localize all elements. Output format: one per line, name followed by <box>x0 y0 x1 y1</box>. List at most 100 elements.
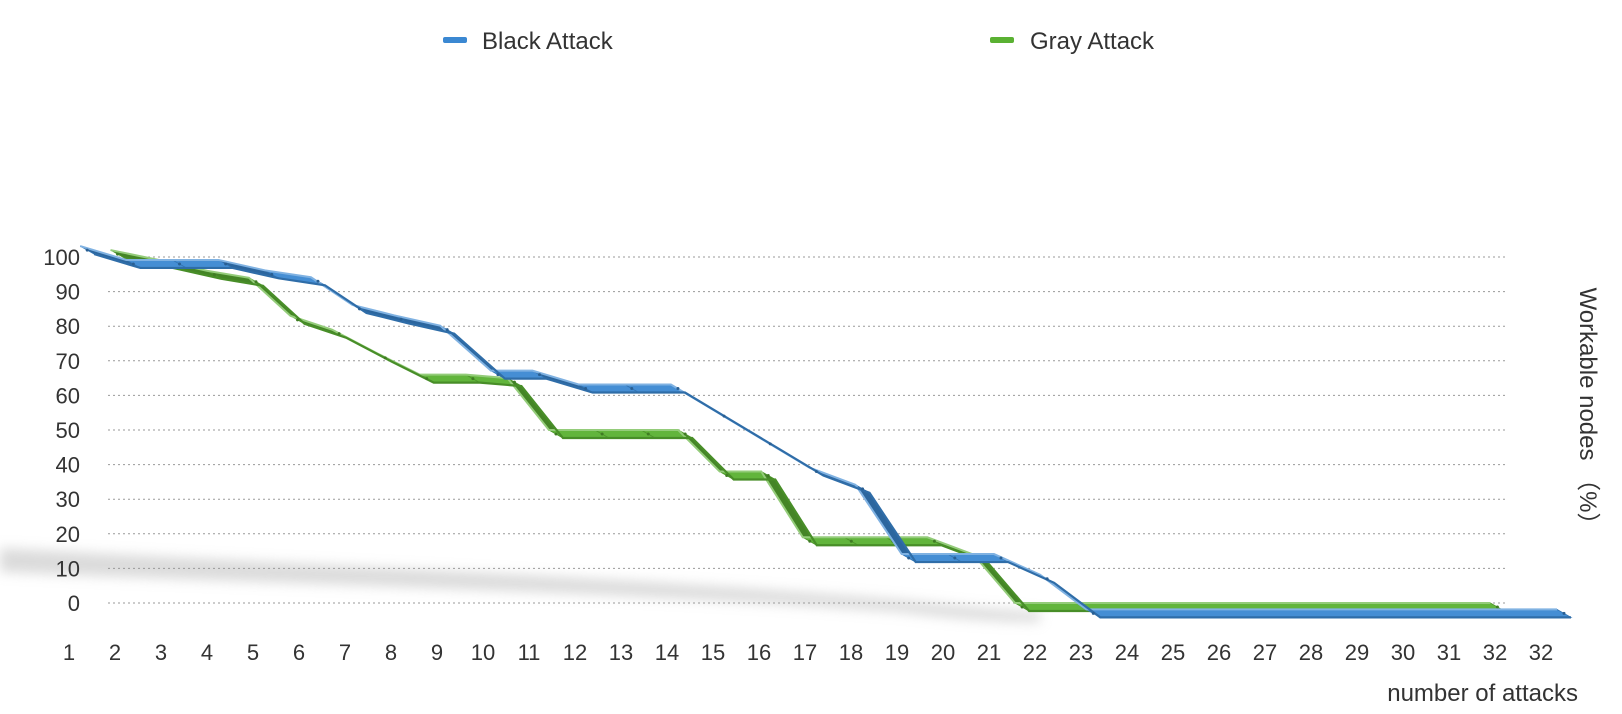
series-layer <box>79 245 1573 619</box>
x-tick-label: 11 <box>518 640 541 665</box>
y-tick-label: 70 <box>56 349 80 374</box>
data-point <box>537 373 541 377</box>
floor-shadow <box>0 548 1040 622</box>
x-tick-label: 4 <box>201 640 213 665</box>
data-point <box>683 432 687 436</box>
x-tick-label: 32 <box>1483 640 1507 665</box>
legend-swatch-black-attack <box>443 37 467 43</box>
x-tick-label: 23 <box>1069 640 1093 665</box>
x-tick-label: 27 <box>1253 640 1277 665</box>
data-point <box>808 539 812 543</box>
y-axis-ticks: 0 10 20 30 40 50 60 70 80 90 100 <box>43 245 80 616</box>
data-point <box>254 280 258 284</box>
data-point <box>471 377 475 381</box>
data-point <box>953 556 957 560</box>
legend: Black Attack Gray Attack <box>443 28 1155 55</box>
x-tick-label: 12 <box>563 640 587 665</box>
series-black-attack <box>79 245 1573 619</box>
x-axis-ticks: 1 2 3 4 5 6 7 8 9 10 11 12 13 14 15 16 17 18 19 20 21 22 23 24 2… <box>63 640 1553 665</box>
data-point <box>296 318 300 322</box>
data-point <box>814 470 818 474</box>
x-tick-label: 10 <box>471 640 495 665</box>
data-point <box>584 387 588 390</box>
series-line <box>124 257 1505 613</box>
series-segment <box>1084 609 1573 618</box>
series-edge <box>110 249 1491 604</box>
x-tick-label: 15 <box>701 640 725 665</box>
x-tick-label: 28 <box>1299 640 1323 665</box>
data-point <box>357 307 361 311</box>
x-tick-label: 22 <box>1023 640 1047 665</box>
data-point <box>725 474 729 478</box>
data-point <box>849 539 853 543</box>
data-point <box>116 252 120 256</box>
x-tick-label: 29 <box>1345 640 1369 665</box>
x-tick-label: 9 <box>431 640 443 665</box>
y-tick-label: 100 <box>43 245 80 270</box>
data-point <box>766 474 770 478</box>
data-point <box>316 279 320 283</box>
x-tick-label: 26 <box>1207 640 1231 665</box>
x-tick-label: 7 <box>339 640 351 665</box>
data-point <box>600 432 604 436</box>
x-tick-label: 32 <box>1529 640 1553 665</box>
legend-label-gray-attack: Gray Attack <box>1030 28 1155 55</box>
y-tick-label: 20 <box>56 522 80 547</box>
data-point <box>1045 577 1049 581</box>
data-point <box>425 377 429 381</box>
data-point <box>224 262 228 266</box>
x-tick-label: 21 <box>977 640 1001 665</box>
data-point <box>85 248 89 252</box>
x-tick-label: 16 <box>747 640 771 665</box>
data-point <box>131 262 135 266</box>
y-tick-label: 90 <box>56 280 80 305</box>
y-tick-label: 0 <box>68 591 80 616</box>
x-tick-label: 18 <box>839 640 863 665</box>
x-tick-label: 30 <box>1391 640 1415 665</box>
legend-item-black-attack: Black Attack <box>443 28 614 55</box>
data-point <box>630 387 634 390</box>
y-tick-label: 80 <box>56 314 80 339</box>
data-point <box>270 272 274 276</box>
data-point <box>1562 611 1566 615</box>
y-tick-label: 30 <box>56 487 80 512</box>
x-tick-label: 14 <box>655 640 679 665</box>
data-point <box>932 539 936 543</box>
series-edge <box>79 245 1557 611</box>
x-tick-label: 24 <box>1115 640 1139 665</box>
data-point <box>1020 605 1024 609</box>
data-point <box>496 373 500 377</box>
x-tick-label: 20 <box>931 640 955 665</box>
x-tick-label: 5 <box>247 640 259 665</box>
legend-label-black-attack: Black Attack <box>482 28 614 55</box>
data-point <box>861 487 865 491</box>
data-point <box>178 262 181 266</box>
data-point <box>1091 611 1095 615</box>
data-point <box>383 356 387 360</box>
data-point <box>445 328 449 332</box>
x-tick-label: 3 <box>155 640 167 665</box>
x-tick-label: 13 <box>609 640 633 665</box>
x-tick-label: 1 <box>63 640 75 665</box>
y-axis-title: Workable nodes （%） <box>1574 288 1601 537</box>
legend-item-gray-attack: Gray Attack <box>990 28 1155 55</box>
x-tick-label: 6 <box>293 640 305 665</box>
y-tick-label: 50 <box>56 418 80 443</box>
x-tick-label: 25 <box>1161 640 1185 665</box>
data-point <box>554 432 558 436</box>
data-point <box>907 556 911 560</box>
x-tick-label: 2 <box>109 640 121 665</box>
data-point <box>646 432 650 436</box>
data-point <box>399 317 403 321</box>
x-tick-label: 31 <box>1437 640 1461 665</box>
x-axis-title: number of attacks <box>1387 680 1578 707</box>
data-point <box>1495 605 1499 609</box>
legend-swatch-gray-attack <box>990 37 1014 43</box>
x-tick-label: 17 <box>793 640 817 665</box>
data-point <box>337 332 341 336</box>
series-line <box>93 253 1571 619</box>
data-point <box>999 556 1003 560</box>
grid-lines <box>108 256 1505 604</box>
data-point <box>676 387 680 390</box>
